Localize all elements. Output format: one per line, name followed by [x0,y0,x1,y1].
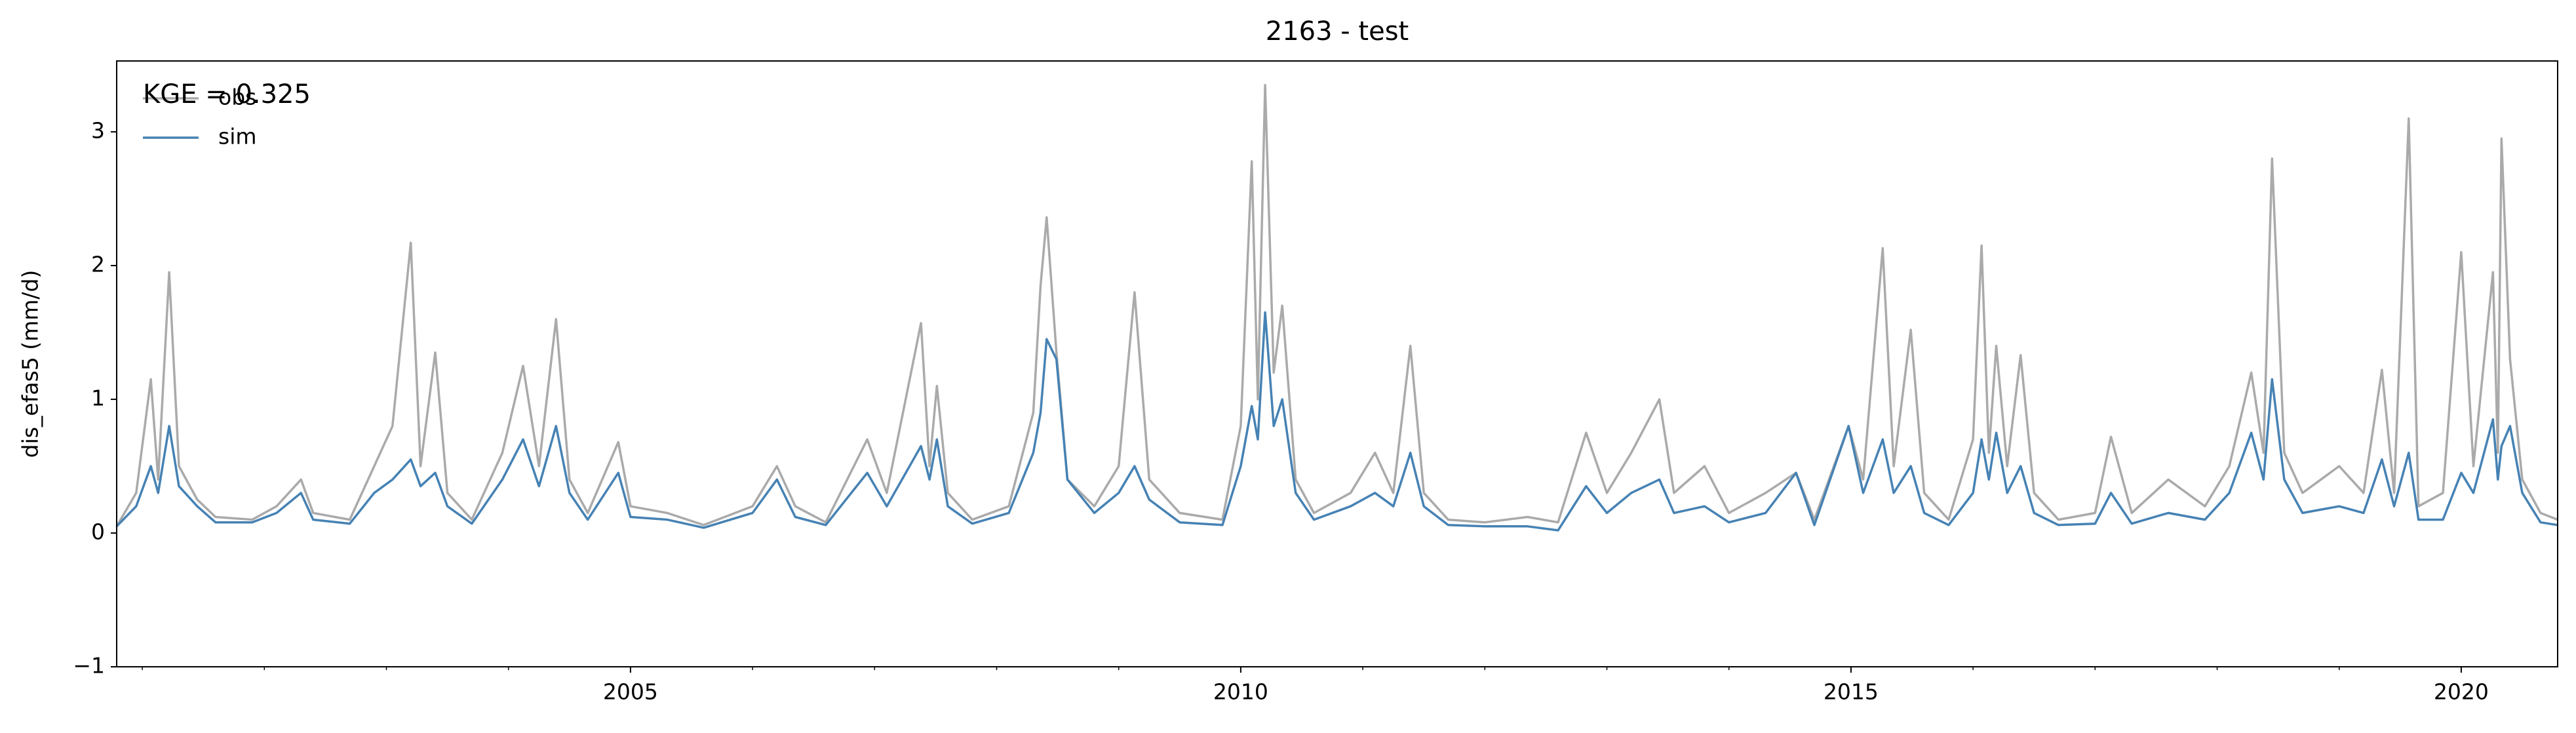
x-tick-label: 2020 [2434,679,2489,705]
series-line [115,83,2558,527]
legend-label: obs [218,85,256,110]
y-tick-label: −1 [73,653,105,679]
plot-frame [116,60,2558,667]
chart-title: 2163 - test [1266,16,1409,47]
series-line [115,311,2558,532]
y-tick-label: 3 [91,118,105,144]
x-tick-label: 2015 [1824,679,1879,705]
x-tick-label: 2005 [603,679,658,705]
legend-label: sim [218,124,257,149]
y-tick-label: 1 [91,386,105,411]
y-tick-label: 0 [91,519,105,545]
x-tick-label: 2010 [1213,679,1268,705]
annotation: KGE = 0.325 [143,79,311,109]
y-axis-label: dis_efas5 (mm/d) [18,270,43,458]
y-tick-label: 2 [91,252,105,277]
